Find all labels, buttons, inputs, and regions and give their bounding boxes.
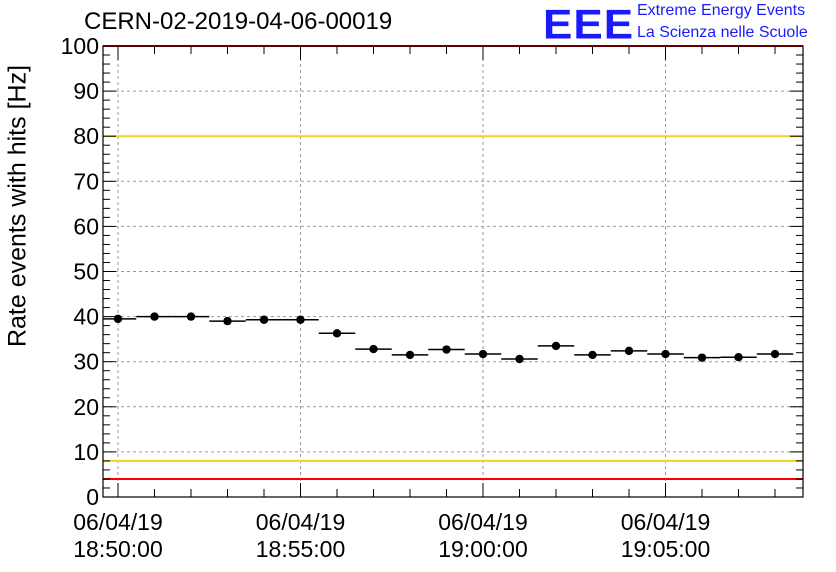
- y-tick-label: 0: [86, 484, 99, 510]
- data-point: [770, 349, 780, 359]
- data-point: [442, 345, 451, 354]
- data-point: [515, 354, 524, 364]
- y-tick-label: 40: [73, 304, 99, 330]
- x-tick-label-time: 19:05:00: [621, 536, 711, 562]
- data-point: [551, 341, 561, 351]
- x-tick-label-date: 06/04/19: [438, 509, 528, 535]
- data-point: [697, 353, 707, 362]
- data-point: [369, 344, 378, 354]
- data-point: [405, 350, 415, 360]
- y-tick-label: 30: [73, 349, 99, 375]
- data-point: [478, 349, 488, 359]
- data-point: [186, 312, 196, 321]
- y-tick-label: 70: [73, 168, 99, 194]
- data-point: [332, 329, 342, 338]
- y-tick-label: 80: [73, 123, 99, 149]
- x-tick-label-date: 06/04/19: [621, 509, 711, 535]
- x-tick-label-time: 18:50:00: [73, 536, 163, 562]
- data-point: [734, 352, 743, 362]
- x-tick-label-time: 18:55:00: [256, 536, 346, 562]
- x-tick-label-date: 06/04/19: [256, 509, 346, 535]
- y-tick-label: 10: [73, 439, 99, 465]
- y-tick-label: 60: [73, 213, 99, 239]
- eee-logo-mark: EEE: [543, 1, 635, 48]
- data-point: [113, 314, 123, 324]
- logo-line-2: La Scienza nelle Scuole: [637, 24, 808, 41]
- data-point: [296, 315, 305, 324]
- data-point: [588, 350, 597, 360]
- data-point: [661, 349, 670, 359]
- data-point: [259, 315, 269, 324]
- y-tick-label: 90: [73, 78, 99, 104]
- x-tick-label-date: 06/04/19: [73, 509, 163, 535]
- chart-title: CERN-02-2019-04-06-00019: [84, 8, 393, 35]
- data-point: [624, 346, 634, 356]
- y-tick-label: 100: [61, 33, 99, 59]
- y-tick-label: 20: [73, 394, 99, 420]
- logo-line-1: Extreme Energy Events: [637, 2, 806, 19]
- y-tick-label: 50: [73, 259, 99, 285]
- data-point: [223, 316, 232, 326]
- x-tick-label-time: 19:00:00: [438, 536, 528, 562]
- data-point: [150, 312, 159, 321]
